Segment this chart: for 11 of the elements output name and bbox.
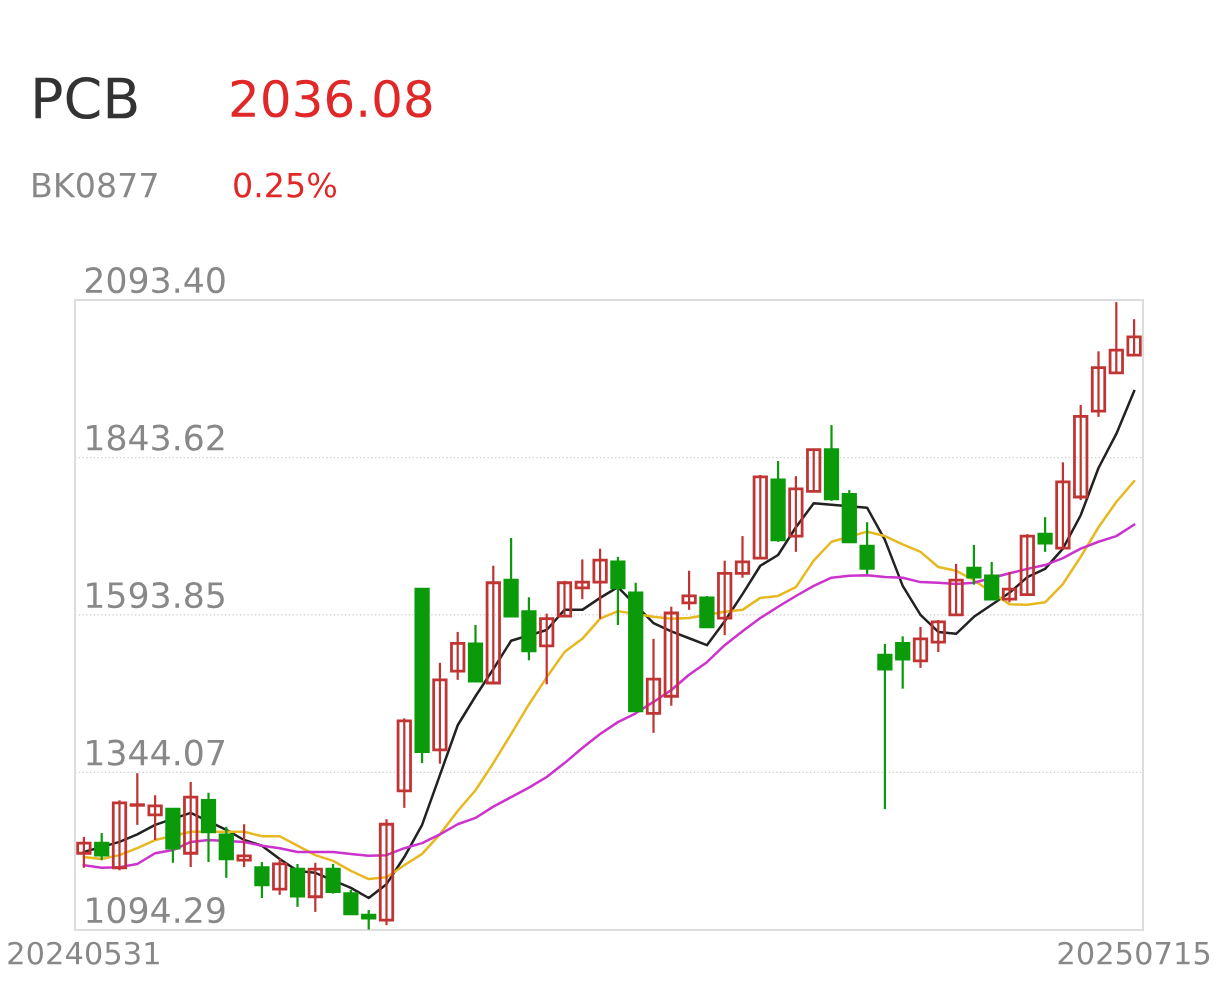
x-tick-label: 20250715 (1058, 941, 1210, 965)
y-tick-label: 1593.85 (87, 582, 224, 609)
x-tick-label: 20240531 (8, 941, 159, 965)
text: 0.25% (234, 172, 337, 198)
chart-title: PCB (35, 77, 137, 120)
y-tick-label: 1094.29 (87, 897, 225, 924)
y-tick-label: 1843.62 (87, 424, 224, 451)
y-tick-label: 1344.07 (87, 739, 224, 766)
chart-subtitle: BK0877 (33, 172, 157, 198)
y-tick-label: 2093.40 (85, 267, 225, 294)
text: 2036.08 (231, 79, 432, 118)
